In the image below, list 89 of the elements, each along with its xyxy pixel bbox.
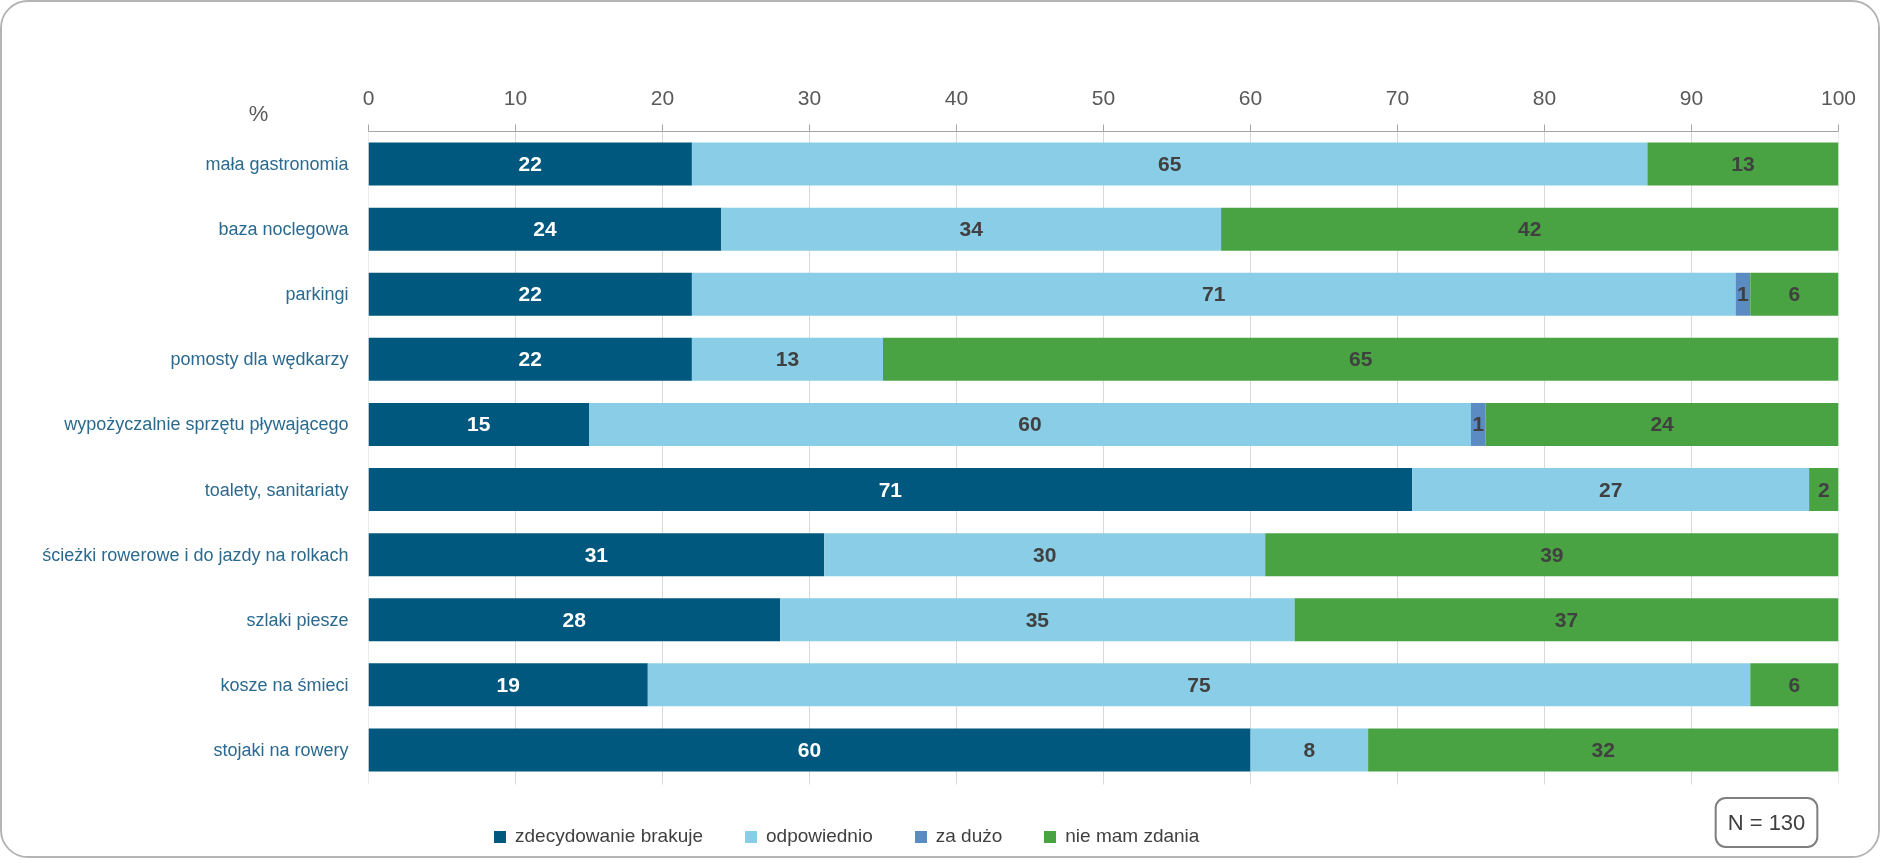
y-tick-label: parkingi <box>285 284 349 305</box>
data-label: 2 <box>1817 477 1830 501</box>
bar <box>368 598 781 642</box>
data-label: 8 <box>1303 737 1316 761</box>
x-tick-label: 60 <box>1238 85 1263 109</box>
text: N = 130 <box>1727 810 1806 835</box>
data-label: 35 <box>1025 607 1050 631</box>
data-label: 30 <box>1033 542 1057 566</box>
bar <box>1250 728 1369 772</box>
data-label: 22 <box>518 152 542 176</box>
x-tick-label: 90 <box>1679 85 1704 109</box>
bar <box>1265 533 1839 577</box>
bar <box>1221 207 1839 251</box>
y-tick-label: stojaki na rowery <box>213 739 349 760</box>
data-label: 42 <box>1518 217 1542 241</box>
bar <box>1809 468 1839 512</box>
bar <box>368 663 648 707</box>
x-axis-title: % <box>248 101 269 126</box>
bar <box>691 272 1736 316</box>
bar <box>368 533 825 577</box>
bar <box>368 207 722 251</box>
data-label: 13 <box>1731 152 1755 176</box>
data-label: 15 <box>467 412 491 436</box>
data-label: 13 <box>775 347 800 371</box>
bar <box>1294 598 1839 642</box>
data-label: 71 <box>878 477 903 501</box>
bar <box>691 337 883 381</box>
bar <box>368 337 692 381</box>
data-label: 27 <box>1598 477 1623 501</box>
bar <box>1750 272 1839 316</box>
bar <box>1412 468 1810 512</box>
y-tick-label: ścieżki rowerowe i do jazdy na rolkach <box>42 544 349 565</box>
x-tick-label: 10 <box>503 85 528 109</box>
data-label: 1 <box>1472 412 1485 436</box>
data-label: 65 <box>1349 347 1373 371</box>
data-label: 75 <box>1187 672 1212 696</box>
legend-label: za dużo <box>935 825 1003 847</box>
bar <box>883 337 1839 381</box>
y-tick-label: toalety, sanitariaty <box>204 479 349 500</box>
legend-label: odpowiednio <box>766 825 873 847</box>
bar <box>368 468 1413 512</box>
y-tick-label: mała gastronomia <box>205 154 350 175</box>
bar <box>589 402 1471 446</box>
y-tick-label: kosze na śmieci <box>220 674 349 695</box>
x-tick-label: 100 <box>1820 85 1857 109</box>
x-tick-label: 20 <box>650 85 675 109</box>
x-tick-label: 0 <box>362 85 375 109</box>
data-label: 24 <box>533 217 557 241</box>
bar <box>691 142 1648 186</box>
bar <box>1647 142 1839 186</box>
bar <box>647 663 1751 707</box>
bar <box>368 402 589 446</box>
data-label: 37 <box>1554 607 1579 631</box>
bar <box>368 728 1251 772</box>
data-label: 39 <box>1540 542 1564 566</box>
x-tick-label: 50 <box>1091 85 1116 109</box>
data-label: 6 <box>1788 282 1801 306</box>
data-label: 22 <box>518 282 542 306</box>
data-label: 31 <box>584 542 609 566</box>
x-tick-label: 70 <box>1385 85 1410 109</box>
y-tick-label: szlaki piesze <box>246 609 349 630</box>
data-label: 24 <box>1650 412 1675 436</box>
bar <box>1750 663 1839 707</box>
y-tick-label: baza noclegowa <box>218 219 350 240</box>
legend-label: zdecydowanie brakuje <box>515 825 704 847</box>
x-tick-label: 40 <box>944 85 969 109</box>
y-tick-label: pomosty dla wędkarzy <box>170 349 349 370</box>
data-label: 28 <box>562 607 587 631</box>
bar <box>368 142 692 186</box>
bar <box>1485 402 1839 446</box>
bar <box>368 272 692 316</box>
bar <box>1368 728 1839 772</box>
data-label: 32 <box>1591 737 1615 761</box>
bar <box>721 207 1222 251</box>
y-tick-label: wypożyczalnie sprzętu pływającego <box>63 414 349 435</box>
data-label: 22 <box>518 347 542 371</box>
data-label: 60 <box>1018 412 1042 436</box>
legend-label: nie mam zdania <box>1065 825 1200 847</box>
bar <box>780 598 1295 642</box>
data-label: 6 <box>1788 672 1801 696</box>
data-label: 19 <box>496 672 520 696</box>
data-label: 65 <box>1157 152 1182 176</box>
x-tick-label: 80 <box>1532 85 1557 109</box>
data-label: 34 <box>959 217 984 241</box>
data-label: 1 <box>1737 282 1750 306</box>
x-tick-label: 30 <box>797 85 822 109</box>
data-label: 71 <box>1202 282 1226 306</box>
data-label: 60 <box>797 737 822 761</box>
bar <box>824 533 1266 577</box>
